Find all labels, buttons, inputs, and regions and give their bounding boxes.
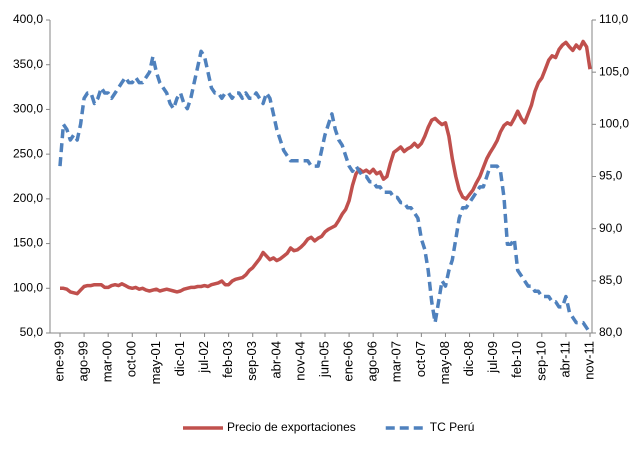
x-tick-label: may-08 (437, 341, 452, 384)
legend-label: TC Perú (430, 420, 475, 434)
x-tick-label: ene-99 (51, 341, 66, 381)
y-tick-label: 100,0 (13, 280, 43, 294)
x-tick-label: jun-05 (316, 341, 331, 378)
x-tick-label: ago-06 (365, 341, 380, 381)
y2-tick-label: 85,0 (599, 273, 623, 287)
y-tick-label: 300,0 (13, 102, 43, 116)
x-tick-label: mar-07 (389, 341, 404, 382)
x-tick-label: abr-11 (557, 341, 572, 378)
x-tick-label: oct-00 (124, 341, 139, 377)
x-tick-label: feb-10 (509, 341, 524, 378)
y-tick-label: 400,0 (13, 12, 43, 26)
y2-tick-label: 80,0 (599, 325, 623, 339)
y-tick-label: 250,0 (13, 146, 43, 160)
y-tick-label: 50,0 (20, 325, 44, 339)
x-tick-label: jul-09 (485, 341, 500, 374)
x-tick-label: may-01 (148, 341, 163, 384)
x-tick-label: feb-03 (220, 341, 235, 378)
y-tick-label: 150,0 (13, 236, 43, 250)
x-tick-label: mar-00 (100, 341, 115, 382)
y2-tick-label: 90,0 (599, 221, 623, 235)
y-tick-label: 350,0 (13, 57, 43, 71)
y-tick-label: 200,0 (13, 191, 43, 205)
series-line (60, 39, 592, 296)
y2-tick-label: 105,0 (599, 64, 629, 78)
x-tick-label: abr-04 (268, 341, 283, 379)
x-tick-label: nov-11 (581, 341, 596, 380)
x-tick-label: dic-01 (172, 341, 187, 376)
x-tick-label: jul-02 (196, 341, 211, 374)
y2-tick-label: 95,0 (599, 169, 623, 183)
x-tick-label: sep-03 (244, 341, 259, 381)
x-tick-label: ene-06 (341, 341, 356, 381)
series-line (58, 49, 592, 334)
y2-tick-label: 110,0 (599, 12, 628, 26)
x-tick-label: ago-99 (76, 341, 91, 381)
legend-label: Precio de exportaciones (227, 420, 356, 434)
y2-tick-label: 100,0 (599, 117, 629, 131)
x-tick-label: dic-08 (461, 341, 476, 376)
x-tick-label: sep-10 (533, 341, 548, 381)
x-tick-label: oct-07 (413, 341, 428, 377)
x-tick-label: nov-04 (292, 341, 307, 381)
